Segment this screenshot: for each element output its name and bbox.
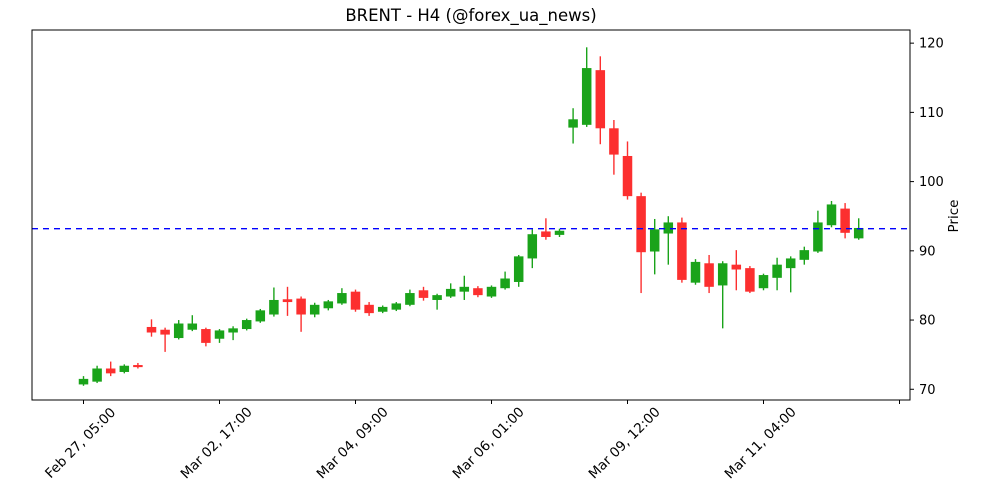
candle-body: [269, 299, 279, 315]
candle-body: [119, 365, 130, 372]
candle-body: [609, 128, 619, 155]
candle-body: [622, 155, 633, 197]
candle-body: [486, 286, 497, 297]
candle-body: [772, 264, 782, 278]
candle-body: [105, 368, 116, 374]
candle-body: [459, 286, 470, 292]
candle-body: [337, 293, 347, 304]
plot-border: [31, 29, 911, 401]
candle-body: [840, 208, 850, 233]
candle-body: [323, 301, 334, 309]
candle-body: [133, 365, 143, 368]
candle-body: [201, 329, 211, 343]
y-tick-label: 120: [919, 37, 944, 52]
candle-body: [473, 288, 483, 296]
x-tick-label: Feb 27, 05:00: [42, 405, 119, 482]
candle-body: [704, 263, 714, 287]
candle-body: [853, 227, 864, 239]
candle-body: [173, 323, 184, 339]
candle-body: [690, 261, 701, 283]
candle-body: [513, 256, 524, 282]
candle-body: [350, 291, 361, 310]
candle-body: [581, 68, 592, 125]
candle-body: [228, 328, 238, 333]
price-axis-label: Price: [946, 200, 962, 233]
candle-body: [826, 204, 837, 226]
y-tick-label: 80: [919, 314, 936, 329]
candle-body: [241, 320, 252, 330]
candle-body: [568, 119, 578, 128]
plot-area: 70 80 90 100 110 120 Feb 27, 05:00 Mar 02, 17:0…: [31, 29, 944, 482]
candle-body: [296, 298, 306, 315]
candle-body: [663, 222, 674, 234]
candle-body: [445, 288, 456, 297]
candle-body: [717, 263, 728, 286]
candle-body: [649, 229, 660, 252]
candle-body: [377, 306, 388, 312]
x-tick-label: Mar 04, 09:00: [314, 404, 392, 482]
candle-body: [214, 330, 225, 339]
candle-body: [799, 250, 810, 260]
x-tick-label: Mar 11, 04:00: [722, 404, 800, 482]
y-tick-label: 70: [919, 383, 936, 398]
y-tick-label: 90: [919, 244, 936, 259]
candle-body: [595, 70, 606, 129]
candle-body: [745, 268, 755, 292]
candle-body: [160, 329, 170, 335]
candle-body: [418, 290, 429, 298]
candle-body: [731, 264, 742, 270]
y-tick-label: 110: [919, 106, 944, 121]
candle-body: [364, 304, 374, 314]
x-tick-label: Mar 02, 17:00: [178, 404, 256, 482]
chart-title: BRENT - H4 (@forex_ua_news): [345, 6, 596, 26]
candle-body: [432, 295, 442, 300]
candle-body: [541, 231, 551, 237]
candle-body: [187, 323, 198, 330]
x-tick-label: Mar 09, 12:00: [586, 404, 664, 482]
candle-body: [813, 222, 823, 252]
candle-body: [554, 230, 565, 235]
candle-body: [785, 258, 796, 269]
candle-body: [758, 275, 769, 289]
candle-body: [677, 222, 687, 280]
candle-body: [146, 326, 157, 333]
candle-body: [92, 368, 102, 382]
candle-body: [391, 303, 402, 310]
candle-body: [527, 234, 538, 259]
candle-body: [405, 293, 415, 305]
candle-body: [636, 196, 646, 253]
x-tick-label: Mar 06, 01:00: [450, 404, 528, 482]
candle-body: [309, 304, 320, 315]
candle-body: [255, 310, 266, 322]
candle-body: [282, 299, 293, 303]
candle-body: [78, 378, 89, 385]
candle-body: [500, 278, 510, 289]
y-tick-label: 100: [919, 175, 944, 190]
